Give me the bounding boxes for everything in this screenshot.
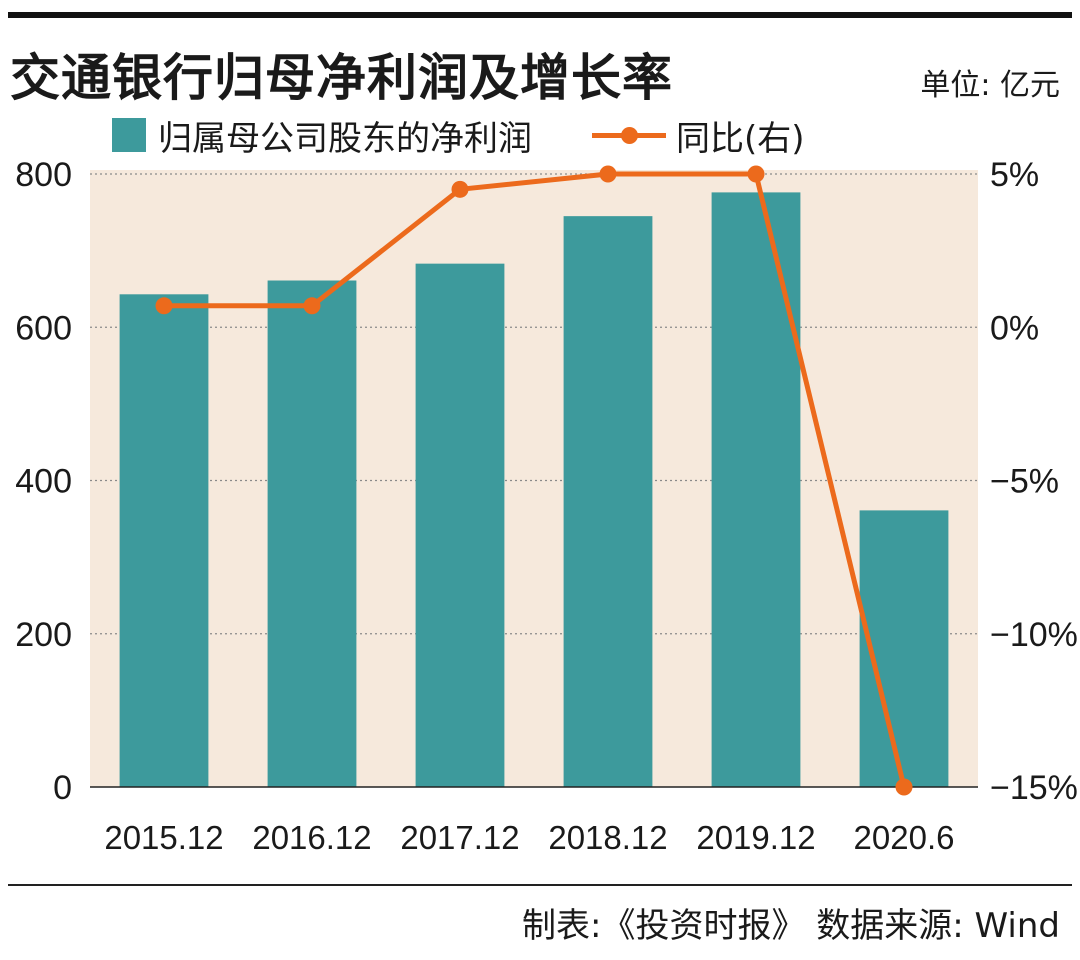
yoy-point-2019.12 — [747, 165, 765, 183]
left-tick-label-800: 800 — [15, 160, 72, 194]
top-rule — [8, 12, 1072, 18]
right-tick-label-0: 0% — [990, 309, 1039, 347]
legend-bar-swatch — [112, 118, 146, 152]
legend: 归属母公司股东的净利润 同比(右) — [112, 112, 805, 159]
bar-2016.12 — [267, 280, 357, 787]
yoy-point-2017.12 — [451, 180, 469, 198]
chart-title: 交通银行归母净利润及增长率 — [10, 49, 673, 107]
chart-svg: 0 200 400 600 800 −15% −10% −5% 0% 5% 2015.12 2016.… — [15, 160, 1078, 856]
left-tick-label-400: 400 — [15, 463, 72, 501]
bar-2020.6 — [859, 510, 949, 787]
source-note: 制表:《投资时报》 数据来源: Wind — [522, 906, 1060, 946]
left-tick-label-200: 200 — [15, 616, 72, 654]
unit-label: 单位: 亿元 — [920, 68, 1060, 103]
yoy-line — [164, 171, 907, 788]
right-tick-label--5: −5% — [990, 463, 1059, 501]
yoy-point-2015.12 — [155, 297, 173, 315]
category-label-2016.12: 2016.12 — [252, 819, 371, 856]
category-label-2018.12: 2018.12 — [548, 819, 667, 856]
bar-2017.12 — [415, 263, 505, 787]
category-label-2015.12: 2015.12 — [104, 819, 223, 856]
category-label-2019.12: 2019.12 — [696, 819, 815, 856]
right-tick-label--15: −15% — [990, 769, 1078, 807]
legend-bar-label: 归属母公司股东的净利润 — [158, 118, 532, 159]
yoy-point-2020.6 — [895, 778, 913, 796]
bar-2019.12 — [711, 192, 801, 787]
yoy-point-2016.12 — [303, 297, 321, 315]
category-label-2017.12: 2017.12 — [400, 819, 519, 856]
legend-line-label: 同比(右) — [676, 118, 805, 159]
left-tick-label-0: 0 — [53, 769, 72, 807]
category-label-2020.6: 2020.6 — [854, 819, 955, 856]
legend-line-swatch — [592, 118, 666, 152]
left-tick-label-600: 600 — [15, 309, 72, 347]
bar-2018.12 — [563, 216, 653, 788]
plot-background — [90, 170, 978, 787]
right-tick-label--10: −10% — [990, 616, 1078, 654]
bar-2015.12 — [119, 294, 209, 787]
bottom-rule — [8, 884, 1072, 886]
right-tick-label-5: 5% — [990, 160, 1039, 194]
yoy-point-2018.12 — [599, 165, 617, 183]
